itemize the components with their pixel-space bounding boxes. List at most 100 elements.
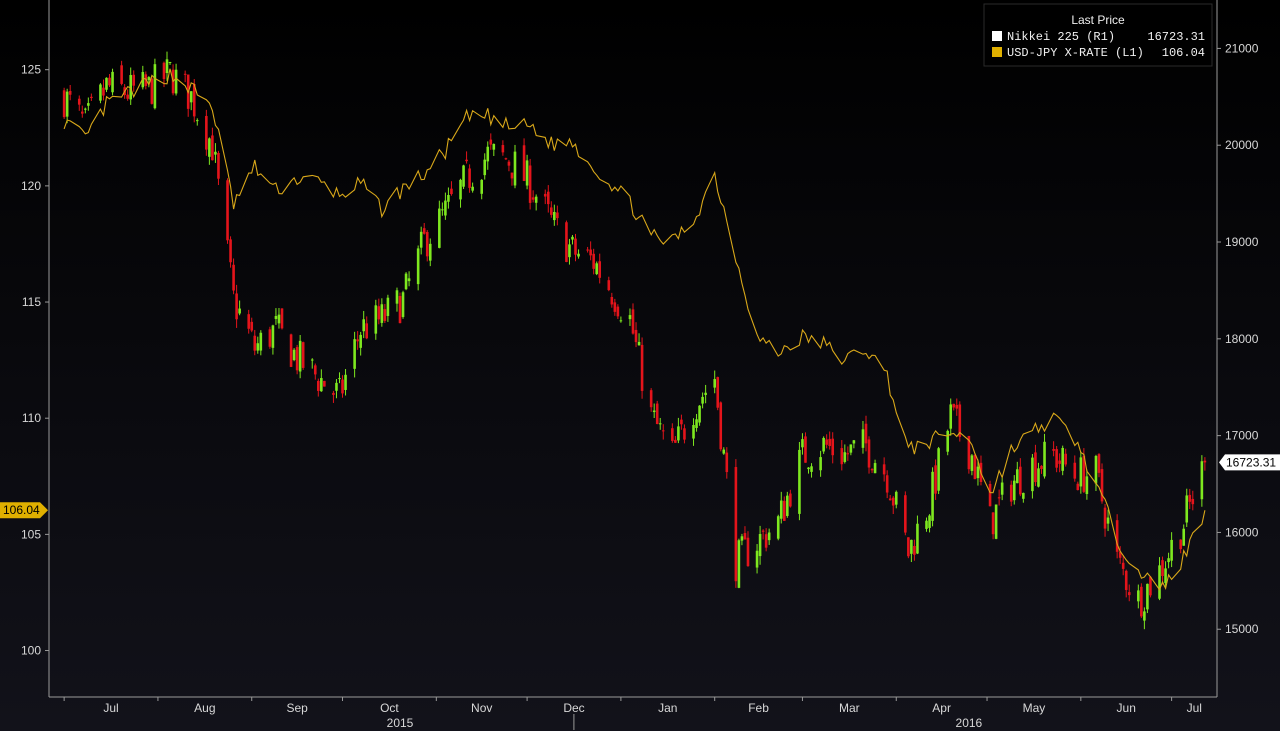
candle-body <box>652 410 656 413</box>
nikkei-last-value: 16723.31 <box>1226 455 1276 469</box>
candle-body <box>235 293 238 320</box>
candle-body <box>553 212 556 221</box>
candle-body <box>465 159 468 162</box>
candle-body <box>1043 441 1046 477</box>
candle-body <box>722 449 726 454</box>
candle-body <box>1143 611 1146 621</box>
candle-body <box>232 264 235 291</box>
candle-body <box>546 191 550 205</box>
candle-body <box>1124 570 1128 590</box>
candle-body <box>277 314 281 324</box>
candle-body <box>301 342 305 368</box>
candle-body <box>894 491 898 505</box>
candle-body <box>208 138 211 157</box>
candle-body <box>377 306 381 320</box>
left-tick-label: 100 <box>21 644 41 658</box>
candle-body <box>525 160 529 186</box>
candle-body <box>674 439 677 443</box>
candle-body <box>90 96 93 99</box>
candle-body <box>268 329 272 347</box>
candle-body <box>362 319 365 332</box>
candle-body <box>761 530 765 532</box>
candle-body <box>716 377 720 408</box>
candle-body <box>973 454 977 480</box>
left-tick-label: 125 <box>21 63 41 77</box>
nikkei-candles <box>62 51 1207 630</box>
candle-body <box>401 292 405 317</box>
candle-body <box>468 168 471 188</box>
candle-body <box>873 463 877 474</box>
candle-body <box>507 161 511 166</box>
candle-body <box>543 193 547 197</box>
candle-body <box>492 143 496 150</box>
candle-body <box>214 151 217 155</box>
candle-body <box>1052 449 1055 451</box>
candle-body <box>359 334 362 348</box>
candle-body <box>147 77 151 81</box>
candle-body <box>671 428 674 441</box>
candle-body <box>141 72 145 88</box>
candle-body <box>77 98 81 105</box>
candle-body <box>631 309 635 334</box>
candle-body <box>786 495 789 516</box>
candle-body <box>310 359 314 361</box>
candle-body <box>1022 492 1025 499</box>
legend-series-value: 106.04 <box>1162 46 1205 60</box>
candle-body <box>323 380 326 387</box>
candle-body <box>713 379 716 388</box>
candle-body <box>1061 447 1064 471</box>
candle-body <box>238 308 241 314</box>
candle-body <box>822 437 825 452</box>
candle-body <box>1079 457 1083 487</box>
candle-body <box>737 540 741 588</box>
candle-body <box>937 448 940 491</box>
candle-body <box>344 374 347 390</box>
candle-body <box>701 396 704 404</box>
candle-body <box>253 335 257 351</box>
candle-body <box>356 339 359 342</box>
candle-body <box>531 197 535 200</box>
candle-body <box>831 438 835 456</box>
candle-body <box>105 77 108 90</box>
candle-body <box>129 75 132 100</box>
candle-body <box>613 302 617 312</box>
left-tick-label: 115 <box>22 295 41 309</box>
candle-body <box>407 278 411 282</box>
candle-body <box>1019 466 1022 495</box>
candle-body <box>510 172 514 179</box>
candle-body <box>719 402 723 450</box>
candle-body <box>804 436 807 463</box>
candle-body <box>616 306 620 317</box>
candle-body <box>1188 494 1192 502</box>
right-tick-label: 20000 <box>1225 138 1259 152</box>
candle-body <box>619 320 623 322</box>
candle-body <box>126 94 129 99</box>
candle-body <box>386 297 390 316</box>
candle-body <box>513 151 517 186</box>
candle-body <box>404 273 408 290</box>
candle-body <box>934 465 937 494</box>
candle-body <box>217 153 220 179</box>
candle-body <box>1040 465 1043 470</box>
candle-body <box>607 280 611 291</box>
candle-body <box>280 308 284 329</box>
usdjpy-last-value: 106.04 <box>3 503 40 517</box>
candle-body <box>1146 583 1149 610</box>
candle-body <box>767 532 771 541</box>
candle-body <box>1073 462 1077 479</box>
legend-box <box>983 3 1213 67</box>
candle-body <box>743 533 747 540</box>
candle-body <box>250 321 254 331</box>
candle-body <box>698 405 701 423</box>
candle-body <box>1034 452 1037 483</box>
candle-body <box>1009 484 1013 502</box>
candle-body <box>87 103 90 106</box>
candle-body <box>677 426 680 441</box>
candle-body <box>976 466 980 479</box>
candle-body <box>867 439 871 468</box>
right-tick-label: 17000 <box>1225 429 1259 443</box>
usdjpy-line-group <box>63 68 1206 591</box>
candle-body <box>628 315 632 320</box>
candle-body <box>925 520 928 529</box>
